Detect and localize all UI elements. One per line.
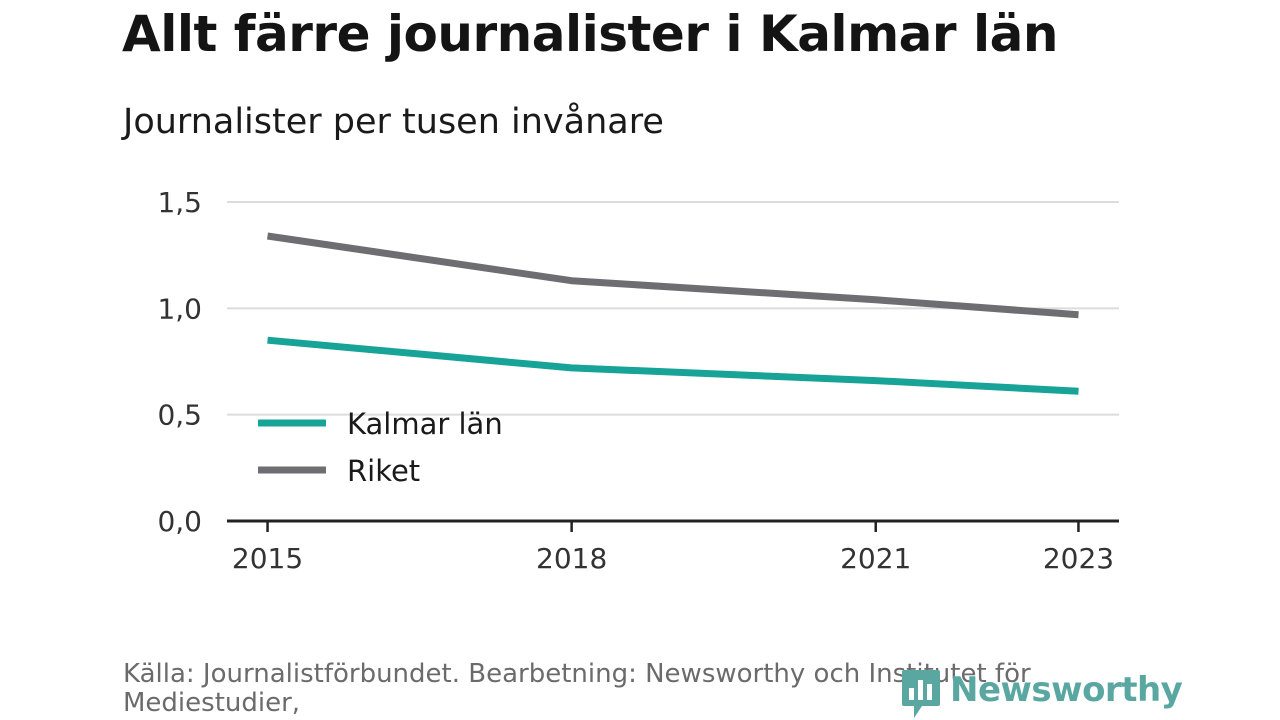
- newsworthy-logo: Newsworthy: [900, 668, 1183, 720]
- source-note: Källa: Journalistförbundet. Bearbetning:…: [123, 659, 1031, 718]
- y-tick-label: 0,5: [157, 399, 202, 432]
- y-tick-label: 0,0: [157, 505, 202, 538]
- x-tick-label: 2021: [840, 542, 911, 575]
- line-chart: 0,0 0,5 1,0 1,5 2015 2018 2021 2023 Kalmar län R…: [157, 186, 1119, 575]
- newsworthy-logo-icon: [902, 670, 940, 718]
- x-tick-label: 2023: [1043, 542, 1114, 575]
- legend-label: Riket: [347, 454, 420, 488]
- x-tick-label: 2015: [232, 542, 303, 575]
- chart-title: Allt färre journalister i Kalmar län: [122, 5, 1058, 63]
- series-line-kalmar-l-n: [267, 336, 1079, 395]
- newsworthy-logo-text: Newsworthy: [950, 670, 1183, 710]
- series-line-riket: [266, 232, 1079, 319]
- x-tick-label: 2018: [536, 542, 607, 575]
- y-tick-label: 1,0: [157, 292, 202, 325]
- y-tick-label: 1,5: [157, 186, 202, 219]
- legend-label: Kalmar län: [347, 407, 503, 441]
- chart-subtitle: Journalister per tusen invånare: [123, 102, 664, 142]
